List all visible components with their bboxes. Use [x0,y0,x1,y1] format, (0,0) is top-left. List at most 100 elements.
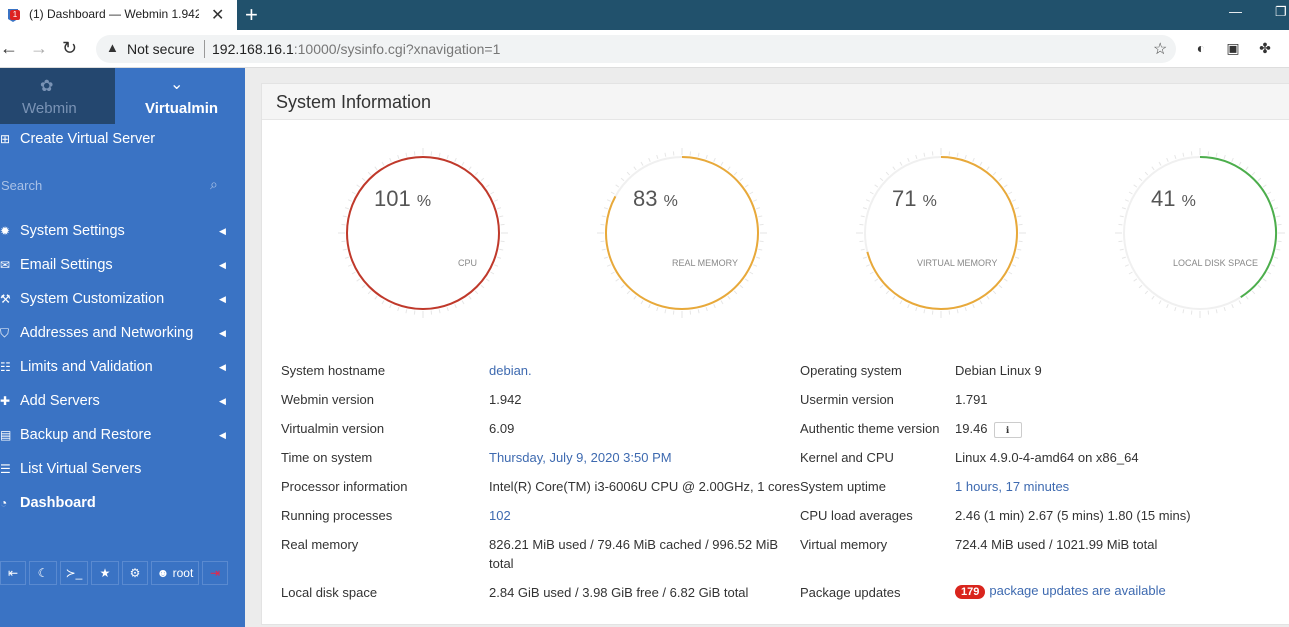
gauge-tick [601,215,606,218]
gauge-tick [664,152,667,157]
gauge-tick [739,284,744,289]
info-circle-icon[interactable]: ℹ [993,421,1022,438]
night-mode-icon[interactable]: ☾ [29,561,57,585]
minimize-icon[interactable]: — [1229,4,1242,19]
gauge-tick [1012,264,1017,267]
envelope-icon: ✉ [0,258,11,272]
sidebar-item-label: Add Servers [20,393,100,409]
url-path: :10000/sysinfo.cgi?xnavigation=1 [293,41,501,57]
time-link[interactable]: Thursday, July 9, 2020 3:50 PM [489,450,672,465]
favorites-star-icon[interactable]: ★ [91,561,119,585]
search-icon[interactable]: ⌕ [210,176,218,192]
browser-tab[interactable]: 1 (1) Dashboard — Webmin 1.942 ✕ [0,0,237,30]
search-input[interactable]: Search ⌕ [0,174,245,198]
gauge-value: 101 % [374,186,431,212]
gauge-tick [756,207,761,210]
gauge-tick [1276,215,1281,218]
security-status[interactable]: Not secure [127,41,195,57]
gauge-tick [964,307,967,312]
sidebar-item-system-customization[interactable]: ⚒ System Customization ◀ [0,288,245,314]
gauge-tick [744,184,749,188]
caret-left-icon: ◀ [219,430,226,440]
sidebar-item-addresses-networking[interactable]: ⛉ Addresses and Networking ◀ [0,322,245,348]
gauge-tick [869,271,874,275]
new-tab-icon[interactable]: + [245,2,258,27]
processes-link[interactable]: 102 [489,508,511,523]
sidebar-item-limits-validation[interactable]: ☷ Limits and Validation ◀ [0,356,245,382]
gauge-tick [753,199,758,202]
gauge-tick [1174,307,1177,312]
gauge-tick [461,300,465,305]
logout-icon[interactable]: ⇥ [202,561,228,585]
gauge-tick [697,309,700,314]
gauge-tick [1267,191,1272,195]
gauge-tick [733,290,738,295]
theme-settings-icon[interactable]: ⚙ [122,561,148,585]
sidebar-item-backup-restore[interactable]: ▤ Backup and Restore ◀ [0,424,245,450]
info-value: 826.21 MiB used / 79.46 MiB cached / 996… [489,537,779,552]
puzzle-icon[interactable]: ✤ [1259,40,1271,56]
profile-extension-icon[interactable]: ▣ [1226,40,1240,56]
gauge-tick [610,271,615,275]
reload-icon[interactable]: ↻ [62,38,78,58]
plus-square-icon: ⊞ [0,132,11,146]
restore-icon[interactable]: ❐ [1275,4,1287,19]
bookmark-star-icon[interactable]: ☆ [1153,41,1168,58]
gauge-tick [342,248,347,251]
gauge-tick [480,177,485,182]
extension-icon[interactable]: ◐ [1196,40,1206,56]
hostname-link[interactable]: debian. [489,363,532,378]
info-value: Intel(R) Core(TM) i3-6006U CPU @ 2.00GHz… [489,479,800,494]
forward-icon[interactable]: → [30,38,48,58]
gauge-tick [1124,199,1129,202]
warning-icon[interactable]: ▲ [106,40,119,55]
tab-virtualmin[interactable]: ⌄ Virtualmin [115,68,245,124]
sidebar-item-list-virtual-servers[interactable]: ☰ List Virtual Servers [0,458,245,484]
gauge-tick [874,278,879,282]
back-icon[interactable]: ← [0,38,18,58]
gauge-tick [892,295,896,300]
gauge-tick [1238,161,1242,166]
gauge-tick [648,304,651,309]
gauge-tick [1231,157,1234,162]
update-count-badge: 179 [955,585,986,599]
info-value: 2.46 (1 min) 2.67 (5 mins) 1.80 (15 mins… [955,508,1191,523]
package-updates-text: package updates are available [989,583,1166,598]
tab-close-icon[interactable]: ✕ [211,7,225,24]
gauge-unit: % [1181,193,1196,210]
gauge-tick [923,309,926,314]
gauge-tick [438,309,441,314]
gauge-tick [468,166,472,171]
info-label: Time on system [281,450,373,465]
gauge-unit: % [416,193,432,210]
sidebar-item-email-settings[interactable]: ✉ Email Settings ◀ [0,254,245,280]
caret-left-icon: ◀ [219,260,226,270]
gauge-tick [1182,152,1185,157]
package-updates-link[interactable]: 179 package updates are available [955,583,1166,599]
sidebar-item-create-virtual-server[interactable]: ⊞ Create Virtual Server [0,128,245,154]
sidebar-item-add-servers[interactable]: ✚ Add Servers ◀ [0,390,245,416]
shield-icon: ⛉ [0,326,10,340]
address-bar[interactable]: ▲ Not secure 192.168.16.1:10000/sysinfo.… [96,35,1176,63]
gauge-tick [998,284,1003,289]
terminal-icon[interactable]: ≻_ [60,561,88,585]
caret-left-icon: ◀ [219,328,226,338]
gauge-tick [1015,207,1020,210]
info-label: Virtualmin version [281,421,385,436]
gauge-tick [1257,284,1262,289]
user-root-button[interactable]: ☻ root [151,561,199,585]
tab-webmin-label: Webmin [22,100,77,117]
gauge-tick [485,184,490,188]
tab-webmin[interactable]: ✿ Webmin [0,68,115,124]
gauge-arc [605,156,759,310]
collapse-sidebar-icon[interactable]: ⇤ [0,561,26,585]
gauge-tick [1012,199,1017,202]
url-text[interactable]: 192.168.16.1:10000/sysinfo.cgi?xnavigati… [212,41,500,57]
dashboard-icon: ◔ [0,496,8,510]
gauge-tick [879,177,884,182]
gauge-tick [758,248,763,251]
uptime-link[interactable]: 1 hours, 17 minutes [955,479,1070,494]
sidebar-item-dashboard[interactable]: ◔ Dashboard [0,492,245,518]
gauge-label: LOCAL DISK SPACE [1173,258,1259,268]
sidebar-item-system-settings[interactable]: ✹ System Settings ◀ [0,220,245,246]
